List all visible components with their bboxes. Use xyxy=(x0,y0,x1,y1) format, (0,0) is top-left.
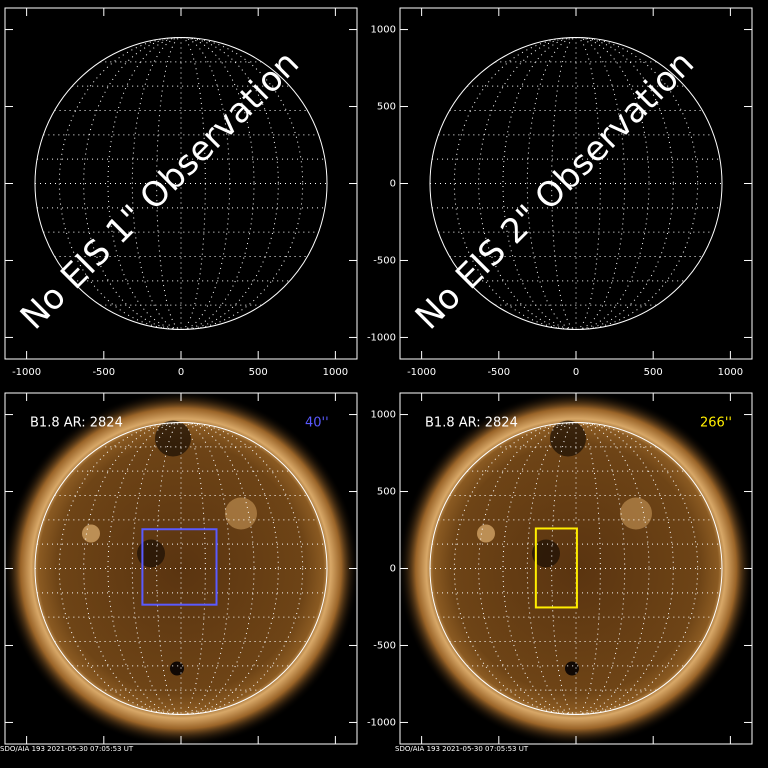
y-tick-label: -500 xyxy=(373,640,396,651)
meridian xyxy=(478,422,674,715)
meridian xyxy=(131,37,231,330)
x-tick-label: -1000 xyxy=(407,367,436,378)
fov-label: 40'' xyxy=(305,416,329,431)
bright-region xyxy=(620,497,652,530)
no-observation-label: No EIS 1" Observation xyxy=(13,43,307,337)
meridian xyxy=(131,422,231,715)
meridian xyxy=(526,37,626,330)
y-tick-label: 500 xyxy=(377,102,396,113)
y-tick-label: 0 xyxy=(390,564,396,575)
y-tick-label: 0 xyxy=(390,179,396,190)
meridian xyxy=(526,422,626,715)
panel xyxy=(5,393,357,744)
x-tick-label: 1000 xyxy=(718,367,743,378)
y-tick-label: -500 xyxy=(373,255,396,266)
y-tick-label: 1000 xyxy=(371,410,396,421)
panel xyxy=(34,37,328,330)
x-tick-label: 1000 xyxy=(323,367,348,378)
no-observation-label: No EIS 2" Observation xyxy=(408,43,702,337)
eis-fov-box xyxy=(141,528,218,606)
meridian xyxy=(551,37,601,330)
meridian xyxy=(156,37,206,330)
x-tick-label: 500 xyxy=(644,367,663,378)
meridian xyxy=(453,422,699,715)
active-region xyxy=(137,539,165,568)
flare-label: B1.8 AR: 2824 xyxy=(425,416,518,431)
y-tick-label: -1000 xyxy=(367,332,396,343)
active-region xyxy=(532,539,560,568)
meridian xyxy=(156,422,206,715)
footer: SDO/AIA 193 2021-05-30 07:05:53 UT xyxy=(395,745,529,753)
panel xyxy=(429,37,723,330)
meridian xyxy=(502,422,650,715)
x-tick-label: 0 xyxy=(573,367,579,378)
coronal-hole xyxy=(565,661,579,676)
footer: SDO/AIA 193 2021-05-30 07:05:53 UT xyxy=(0,745,134,753)
meridian xyxy=(107,422,255,715)
meridian xyxy=(83,422,279,715)
meridian xyxy=(478,37,674,330)
bright-region xyxy=(477,524,495,543)
flare-label: B1.8 AR: 2824 xyxy=(30,416,123,431)
x-tick-label: -500 xyxy=(487,367,510,378)
fov-label: 266'' xyxy=(700,416,732,431)
coronal-hole xyxy=(550,420,586,457)
x-tick-label: -500 xyxy=(92,367,115,378)
meridian xyxy=(551,422,601,715)
bright-region xyxy=(225,497,257,530)
x-tick-label: -1000 xyxy=(12,367,41,378)
x-tick-label: 500 xyxy=(249,367,268,378)
bright-region xyxy=(82,524,100,543)
meridian xyxy=(58,422,304,715)
meridian xyxy=(83,37,279,330)
coronal-hole xyxy=(170,661,184,676)
y-tick-label: 1000 xyxy=(371,25,396,36)
meridian xyxy=(58,37,304,330)
eis-fov-box xyxy=(534,527,578,609)
meridian xyxy=(107,37,255,330)
meridian xyxy=(502,37,650,330)
y-tick-label: 500 xyxy=(377,487,396,498)
x-tick-label: 0 xyxy=(178,367,184,378)
meridian xyxy=(453,37,699,330)
coronal-hole xyxy=(155,420,191,457)
y-tick-label: -1000 xyxy=(367,717,396,728)
